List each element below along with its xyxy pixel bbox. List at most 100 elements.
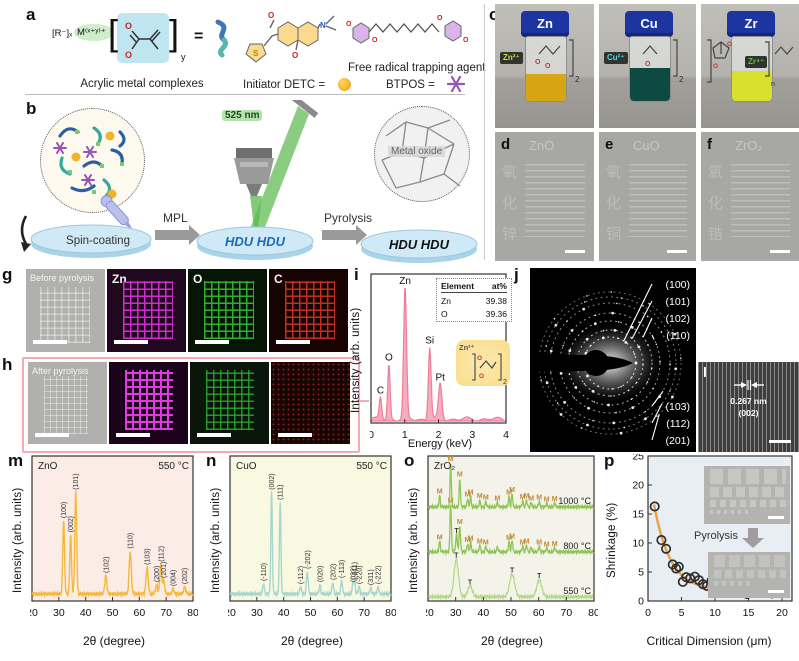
- inset-squares-row: [710, 469, 786, 484]
- svg-text:HDU HDU: HDU HDU: [225, 234, 286, 249]
- ion-chip: Cu²⁺: [604, 52, 628, 64]
- scale-bar: [116, 433, 150, 437]
- btpos-star-icon: [446, 75, 466, 93]
- map-element-label: O: [193, 272, 203, 286]
- xrd-chart-cuo: (-110)(002)(111)(-112)(-202)(020) (202) (-…: [228, 455, 396, 619]
- svg-text:40: 40: [477, 607, 489, 619]
- svg-text:550 °C: 550 °C: [563, 586, 591, 596]
- svg-text:50: 50: [305, 607, 317, 619]
- eds-x-axis-label: Energy (keV): [407, 438, 473, 450]
- svg-text:50: 50: [505, 607, 517, 619]
- svg-text:Si: Si: [425, 335, 434, 346]
- divider-a-b: [25, 94, 465, 95]
- svg-text:(100): (100): [61, 502, 68, 518]
- svg-text:O: O: [292, 51, 298, 60]
- svg-text:T: T: [510, 567, 515, 574]
- svg-text:70: 70: [160, 607, 172, 619]
- svg-text:80: 80: [187, 607, 198, 619]
- svg-text:O: O: [346, 21, 352, 28]
- svg-text:(002): (002): [68, 516, 75, 532]
- panel-j-label: j: [514, 265, 519, 284]
- svg-text:(110): (110): [128, 533, 135, 549]
- svg-text:2: 2: [503, 379, 507, 386]
- svg-text:0: 0: [638, 596, 644, 608]
- svg-text:0: 0: [645, 607, 651, 619]
- metal-highlight: [74, 24, 114, 41]
- svg-text:M: M: [448, 497, 454, 504]
- svg-text:20: 20: [30, 607, 38, 619]
- svg-text:N: N: [320, 21, 326, 30]
- shrinkage-x-axis-label: Critical Dimension (μm): [646, 634, 772, 648]
- svg-text:25: 25: [632, 454, 644, 463]
- hrtem-l: l 0.267 nm (002): [698, 362, 799, 452]
- svg-text:2: 2: [436, 429, 442, 441]
- svg-text:70: 70: [358, 607, 370, 619]
- vial-glass: [629, 36, 671, 102]
- scale-bar: [197, 433, 231, 437]
- svg-text:M: M: [437, 489, 443, 496]
- svg-text:T: T: [454, 552, 459, 559]
- pyrolysis-down-arrow: [748, 528, 758, 538]
- svg-text:60: 60: [533, 607, 545, 619]
- down-arrow-icon: [20, 215, 31, 252]
- bracket-left: [: [108, 12, 119, 53]
- svg-text:O: O: [125, 50, 132, 60]
- svg-text:(100): (100): [665, 279, 690, 291]
- spacing-arrows-icon: [734, 380, 764, 390]
- trapping-agent-caption: Free radical trapping agent: [348, 62, 486, 74]
- detc-structure-icon: S O O N: [245, 11, 337, 63]
- svg-text:70: 70: [560, 607, 572, 619]
- element-map-grid: [285, 281, 335, 339]
- svg-text:(004): (004): [171, 570, 178, 586]
- sem-zro2: f ZrO₂ 氧 化 锆: [701, 132, 799, 261]
- panel-p-label: p: [604, 451, 615, 470]
- svg-text:M: M: [520, 494, 526, 501]
- formula-metal: M⁽ˣ⁺ʸ⁾⁺: [77, 27, 106, 38]
- inset-squares-row: [710, 487, 786, 497]
- eds-map-c-after: [271, 362, 350, 444]
- svg-text:(101): (101): [73, 473, 80, 489]
- svg-text:Spin-coating: Spin-coating: [66, 235, 130, 247]
- after-pyrolysis-caption: After pyrolysis: [32, 366, 89, 376]
- svg-text:2: 2: [679, 75, 684, 84]
- panel-m-label: m: [8, 451, 24, 470]
- mpl-substrate: HDU HDU: [196, 226, 314, 260]
- inset-squares-row: [714, 581, 752, 586]
- vial-cap-zr: Zr: [727, 11, 775, 37]
- table-col-element: Element: [441, 281, 475, 291]
- svg-text:T: T: [454, 528, 459, 535]
- inset-ion-label: Zn²⁺: [459, 343, 475, 352]
- svg-text:(102): (102): [103, 557, 110, 573]
- svg-text:T: T: [537, 573, 542, 580]
- vial-cap-cu: Cu: [625, 11, 673, 37]
- inset-squares-row: [710, 510, 750, 514]
- equals-sign: =: [194, 28, 204, 45]
- ion-chip: Zr⁴⁺: [745, 56, 768, 68]
- laser-wavelength-label: 525 nm: [222, 110, 263, 121]
- scale-bar: [195, 340, 229, 344]
- svg-text:30: 30: [251, 607, 263, 619]
- svg-text:O: O: [713, 63, 718, 70]
- hrtem-k: k 0.287 nm (100): [698, 268, 799, 358]
- scale-bar: [768, 516, 784, 519]
- vial-glass: [525, 36, 567, 102]
- inset-squares-row: [714, 555, 786, 567]
- vial-photo-cu: Cu Cu²⁺ O 2: [599, 4, 696, 128]
- svg-text:M: M: [544, 541, 550, 548]
- svg-text:M: M: [465, 492, 471, 499]
- vial-structure-overlay: O 2: [642, 39, 684, 84]
- eds-element-table: Element at% Zn 39.38 O 39.36: [436, 278, 512, 322]
- panel-f-label: f: [707, 136, 712, 153]
- btpos-structure-icon: O O O O: [346, 15, 469, 44]
- bracket-right: ]: [169, 12, 180, 53]
- before-pyrolysis-caption: Before pyrolysis: [30, 273, 95, 283]
- bracket-subscript: y: [181, 52, 186, 62]
- polymer-squiggle-icon: [215, 19, 228, 58]
- svg-text:O: O: [535, 59, 541, 66]
- saed-pattern: (100) (101) (102) (110) (103) (112) (201): [530, 268, 696, 452]
- scale-bar: [276, 340, 310, 344]
- panel-e-label: e: [605, 136, 614, 153]
- lattice-plane: (100): [738, 306, 759, 316]
